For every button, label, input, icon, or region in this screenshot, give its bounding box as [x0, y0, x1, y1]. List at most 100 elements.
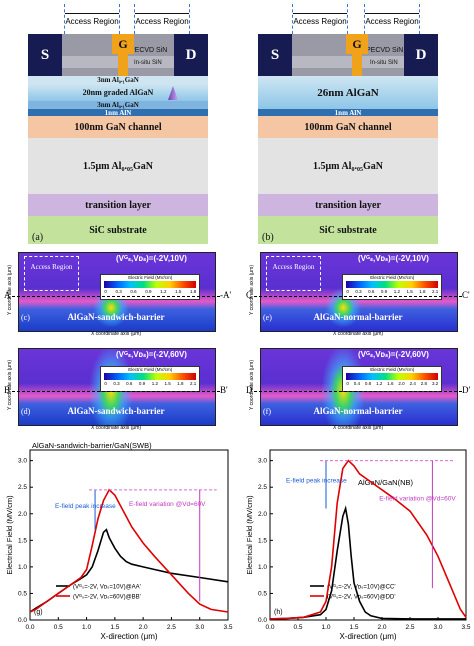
cut-line: [254, 296, 462, 298]
plot-frame: [269, 449, 467, 621]
y-tick-label: 2.5: [258, 484, 267, 491]
x-axis-label: X-direction (μm): [100, 632, 157, 641]
y-tick-label: 1.0: [18, 564, 27, 571]
bias-label: (Vᴳₛ,Vᴅₛ)=(-2V,10V): [358, 254, 429, 263]
drain-contact: D: [404, 34, 438, 76]
cut-label-left: D: [246, 385, 253, 396]
panel-label: (g): [34, 609, 43, 616]
y-axis-label: Y coordinate axis (μm): [249, 264, 255, 316]
x-tick-label: 3.5: [461, 624, 470, 631]
cut-line: [12, 391, 220, 393]
sim-name: AlGaN-normal-barrier: [313, 406, 403, 416]
cut-line: [12, 296, 220, 298]
structure-b: Access Region Access Region PECVD SiN In…: [244, 0, 474, 246]
line-charts: 0.0 0.5 1.0 1.5 2.0 2.5 3.0 3.5 0.0 0.5 1.0 1.5 2.0 2…: [5, 441, 471, 641]
panel-label: (c): [21, 313, 30, 322]
plot-frame: [29, 449, 229, 621]
cut-label-right: -A': [220, 290, 232, 301]
sim-name: AlGaN-normal-barrier: [313, 312, 403, 322]
y-tick-label: 0.0: [18, 617, 27, 624]
sim-panel-d: Electric Field (MV/cm) 0 0.3 0.6 0.9 1.2 1.5 1…: [0, 344, 232, 436]
cut-line: [254, 391, 462, 393]
series-line-1: [269, 459, 467, 620]
x-tick-label: 3.5: [223, 624, 232, 631]
sim-name: AlGaN-sandwich-barrier: [67, 312, 165, 322]
y-tick-label: 1.5: [258, 537, 267, 544]
insitu-label: In-situ SiN: [134, 60, 162, 66]
y-axis-label: Y coordinate axis (μm): [7, 359, 13, 411]
legend-box: Electric Field (MV/cm) 0 0.4 0.8 1.2 1.6 2.0 2…: [342, 366, 443, 392]
graded-profile-icon: [168, 86, 178, 100]
x-tick-label: 1.5: [110, 624, 119, 631]
x-tick-label: 2.0: [377, 624, 386, 631]
legend-label: (Vᴳₛ=-2V, Vᴅₛ=60V)@DD': [327, 594, 395, 601]
series-line-0: [269, 505, 466, 620]
bias-label: (Vᴳₛ,Vᴅₛ)=(-2V,60V): [116, 350, 187, 359]
layer-cap: 3nm Al₀.₁GaN: [28, 76, 208, 84]
layer-gan-channel: 100nm GaN channel: [28, 116, 208, 138]
layer-algan-thin: 3nm Al₀.₁GaN: [28, 101, 208, 109]
colorbar-ticks: 0 0.4 0.8 1.2 1.6 2.0 2.4 2.8 3.2: [346, 381, 439, 386]
colorbar-ticks: 0 0.3 0.6 0.9 1.2 1.5 1.8 2.1: [346, 289, 439, 294]
x-axis-label: X coordinate axis (μm): [332, 425, 384, 431]
pecvd-label: PECVD SiN: [130, 47, 168, 54]
y-tick-label: 2.5: [18, 484, 27, 491]
access-region-left: Access Region: [292, 4, 348, 34]
annotation-peak-increase: E-field peak increase: [286, 478, 347, 485]
x-tick-label: 2.5: [405, 624, 414, 631]
x-tick-label: 2.5: [167, 624, 176, 631]
colorbar-ticks: 0 0.3 0.6 0.9 1.2 1.5 1.8: [104, 289, 197, 294]
x-tick-label: 3.0: [195, 624, 204, 631]
cut-label-right: C': [462, 290, 470, 301]
y-axis-label: Electrical Field (MV/cm): [5, 495, 14, 575]
gate-stem: [352, 54, 362, 76]
legend-label: (Vᴳₛ=-2V, Vᴅₛ=10V)@CC': [327, 584, 395, 591]
sim-panel-c: Electric Field (MV/cm) 0 0.3 0.6 0.9 1.2 1.5 1…: [0, 248, 232, 342]
x-tick-label: 0.5: [293, 624, 302, 631]
y-tick-label: 1.0: [258, 564, 267, 571]
layer-stack-b: 26nm AlGaN 1nm AlN 100nm GaN channel 1.5…: [258, 76, 438, 246]
cut-label-right: D': [462, 385, 471, 396]
x-tick-label: 3.0: [433, 624, 442, 631]
layer-buffer: 1.5μm Al₀.₀₅GaN: [258, 138, 438, 194]
layer-aln: 1nm AlN: [28, 109, 208, 117]
y-tick-label: 2.0: [258, 511, 267, 518]
layer-stack-a: 3nm Al₀.₁GaN 20nm graded AlGaN 3nm Al₀.₁…: [28, 76, 208, 246]
access-region-right: Access Region: [364, 4, 420, 34]
y-axis-label: Electrical Field (MV/cm): [245, 495, 254, 575]
annotation-variation: E-field variation @Vd=60V: [379, 495, 456, 502]
structure-a: Access Region Access Region PECVD SiN In…: [0, 0, 230, 246]
access-region-left: Access Region: [64, 4, 120, 34]
access-region-box: Access Region: [266, 256, 321, 292]
x-tick-label: 1.0: [82, 624, 91, 631]
cut-label-left: A: [4, 290, 11, 301]
drain-contact: D: [174, 34, 208, 76]
chart-title: AlGaN-sandwich-barrier/GaN(SWB): [32, 441, 152, 450]
layer-substrate: SiC substrate: [28, 216, 208, 244]
insitu-label: In-situ SiN: [370, 60, 398, 66]
panel-label-a: (a): [32, 232, 44, 243]
layer-gan-channel: 100nm GaN channel: [258, 116, 438, 138]
access-region-label: Access Region: [65, 17, 119, 26]
cut-label-left: C: [246, 290, 253, 301]
gate-contact: G: [112, 34, 134, 54]
gate-stem: [118, 54, 128, 76]
colorbar-ticks: 0 0.3 0.6 0.9 1.2 1.5 1.8 2.1: [104, 381, 197, 386]
legend-label: (Vᴳₛ=-2V, Vᴅₛ=10V)@AA': [73, 584, 141, 591]
colorbar: [346, 281, 439, 288]
source-contact: S: [258, 34, 292, 76]
legend-title: Electric Field (MV/cm): [370, 367, 415, 372]
x-tick-label: 2.0: [139, 624, 148, 631]
y-axis-label: Y coordinate axis (μm): [249, 359, 255, 411]
chart-title: AlGaN/GaN(NB): [358, 478, 414, 487]
panel-label: (f): [263, 407, 271, 416]
bias-label: (Vᴳₛ,Vᴅₛ)=(-2V,10V): [116, 254, 187, 263]
y-tick-label: 0.5: [258, 590, 267, 597]
access-region-right: Access Region: [134, 4, 190, 34]
y-tick-label: 3.0: [258, 458, 267, 465]
x-tick-label: 0.0: [25, 624, 34, 631]
y-tick-label: 3.0: [18, 458, 27, 465]
sim-panel-f: Electric Field (MV/cm) 0 0.4 0.8 1.2 1.6 2.0 2…: [242, 344, 474, 436]
y-tick-label: 0.5: [18, 590, 27, 597]
colorbar: [104, 373, 197, 380]
